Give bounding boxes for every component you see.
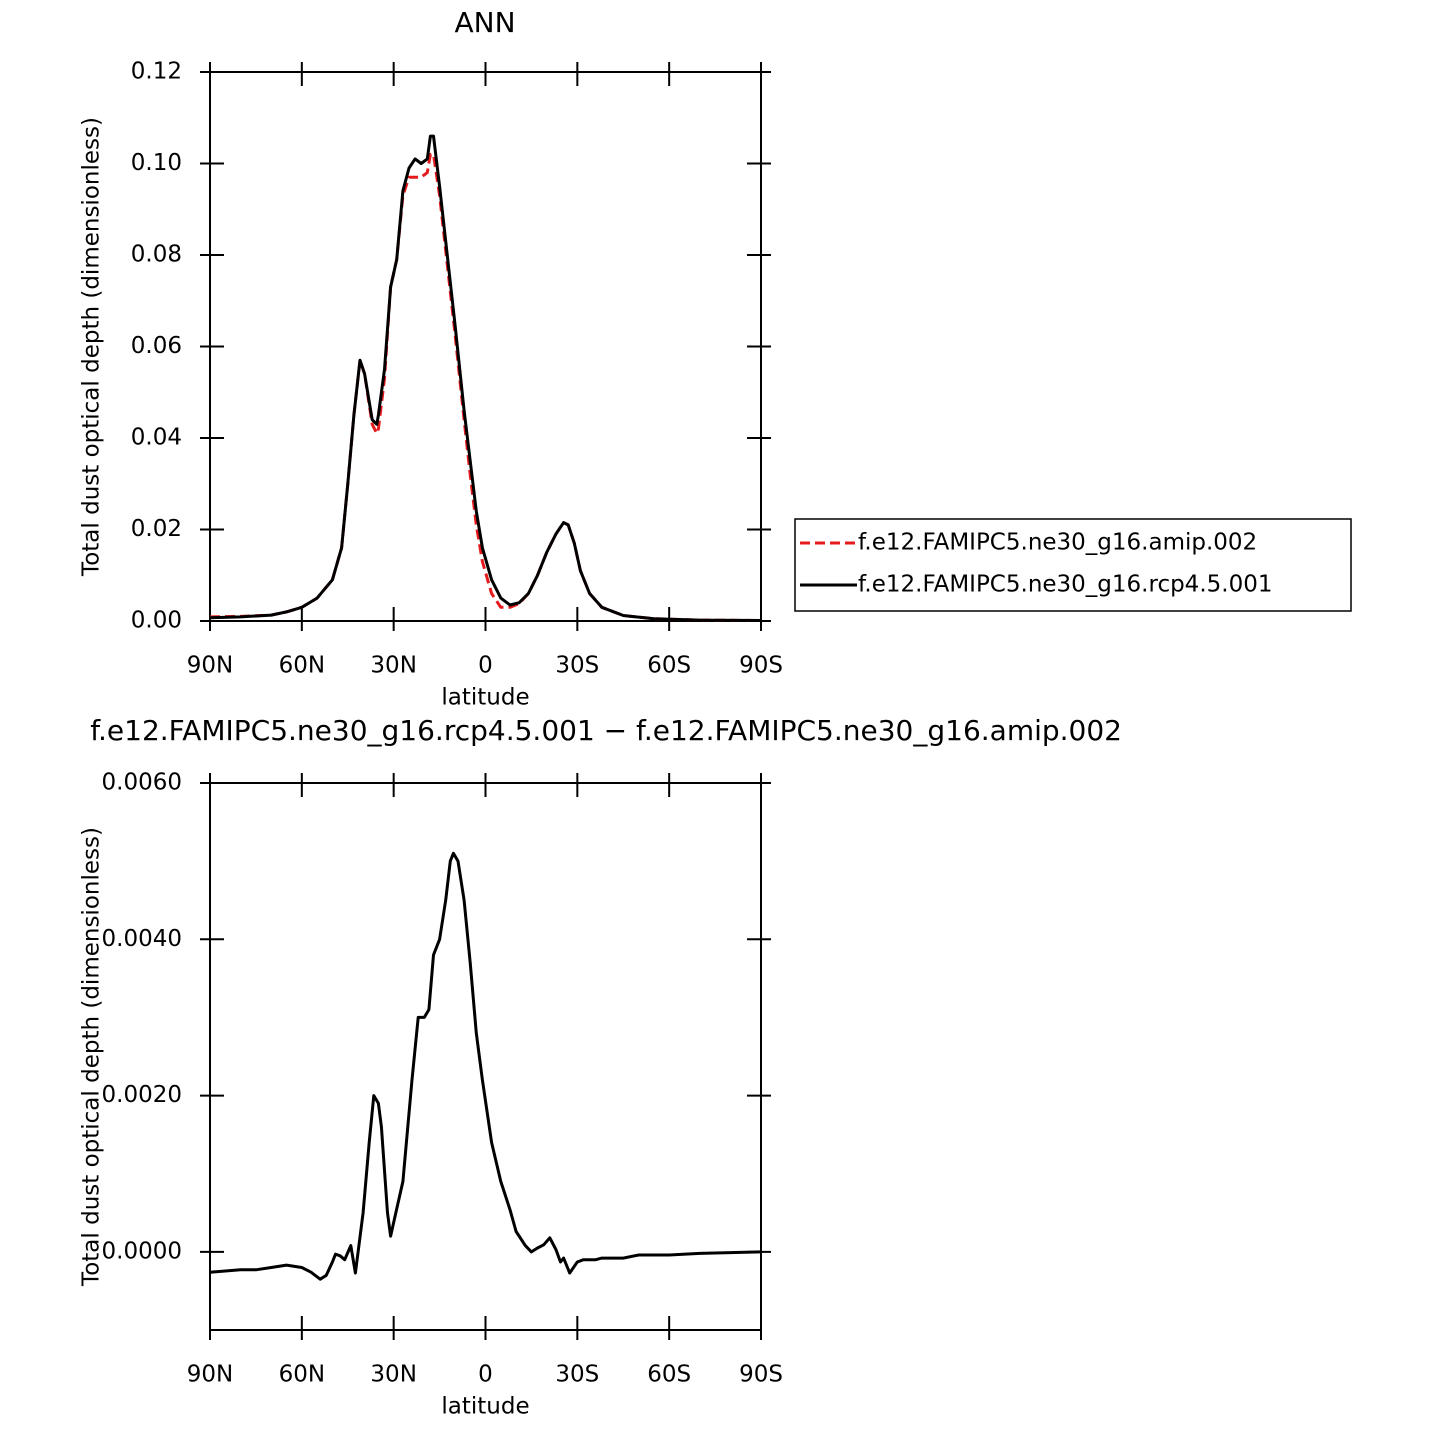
y-tick-label: 0.10 xyxy=(131,150,182,176)
y-tick-label: 0.04 xyxy=(131,425,182,451)
x-tick-label: 90S xyxy=(739,1362,783,1388)
x-tick-label: 90S xyxy=(739,653,783,679)
y-tick-label: 0.12 xyxy=(131,59,182,85)
data-line xyxy=(209,851,762,1281)
chart-title: ANN xyxy=(454,6,515,39)
x-tick-label: 30S xyxy=(555,1362,599,1388)
legend-box xyxy=(794,518,1352,612)
y-tick-label: 0.06 xyxy=(131,333,182,359)
x-tick-label: 90N xyxy=(187,653,233,679)
y-tick-label: 0.02 xyxy=(131,516,182,542)
y-tick-label: 0.0040 xyxy=(102,926,182,952)
y-axis-label: Total dust optical depth (dimensionless) xyxy=(79,117,105,577)
x-tick-label: 30N xyxy=(370,653,416,679)
y-tick-label: 0.0060 xyxy=(102,770,182,796)
y-tick-label: 0.08 xyxy=(131,242,182,268)
plot-frame xyxy=(209,71,762,622)
data-line xyxy=(209,152,762,622)
y-tick-label: 0.00 xyxy=(131,608,182,634)
plot-frame xyxy=(209,782,762,1331)
x-tick-label: 60N xyxy=(279,1362,325,1388)
x-tick-label: 60N xyxy=(279,653,325,679)
chart-title: f.e12.FAMIPC5.ne30_g16.rcp4.5.001 − f.e1… xyxy=(90,714,1122,747)
x-axis-label: latitude xyxy=(441,1394,529,1420)
data-line xyxy=(209,134,762,622)
x-tick-label: 0 xyxy=(478,653,493,679)
x-tick-label: 60S xyxy=(647,1362,691,1388)
x-tick-label: 0 xyxy=(478,1362,493,1388)
legend-label: f.e12.FAMIPC5.ne30_g16.amip.002 xyxy=(858,530,1257,556)
y-tick-label: 0.0020 xyxy=(102,1082,182,1108)
y-tick-label: 0.0000 xyxy=(102,1238,182,1264)
x-tick-label: 30N xyxy=(370,1362,416,1388)
x-tick-label: 90N xyxy=(187,1362,233,1388)
legend-label: f.e12.FAMIPC5.ne30_g16.rcp4.5.001 xyxy=(858,572,1272,598)
x-tick-label: 30S xyxy=(555,653,599,679)
y-axis-label: Total dust optical depth (dimensionless) xyxy=(79,827,105,1287)
x-tick-label: 60S xyxy=(647,653,691,679)
x-axis-label: latitude xyxy=(441,685,529,711)
